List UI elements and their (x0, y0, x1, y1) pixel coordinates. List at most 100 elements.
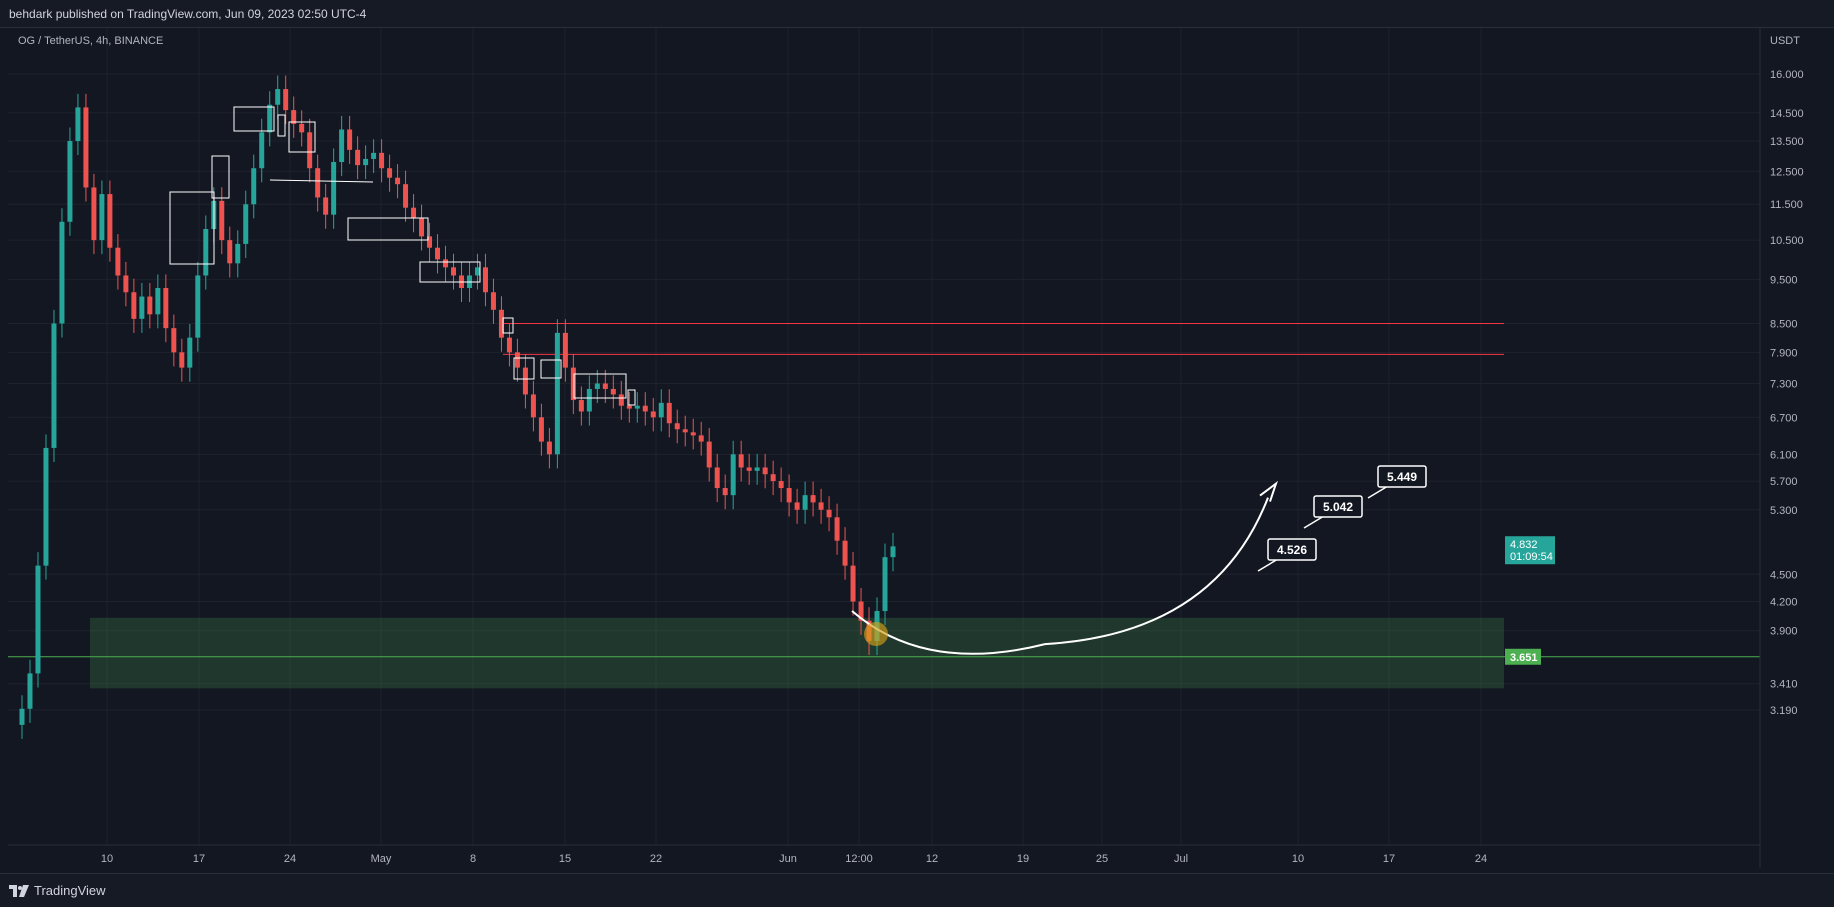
candle (522, 367, 528, 395)
publish-bar: behdark published on TradingView.com, Ju… (0, 0, 1834, 28)
y-tick-label: 11.500 (1770, 199, 1803, 211)
price-chart[interactable]: 4.526 5.042 5.449 USDT 16.000 14.500 13.500 1… (8, 28, 1834, 870)
candle (610, 388, 616, 395)
candle (203, 229, 209, 276)
candle (35, 565, 41, 674)
candle (443, 259, 449, 268)
order-block-box (419, 261, 481, 283)
order-block-box (573, 373, 627, 399)
candle (323, 197, 329, 215)
symbol-label[interactable]: OG / TetherUS, 4h, BINANCE (18, 35, 164, 47)
candle (746, 467, 752, 471)
candle (642, 405, 648, 412)
candle (387, 168, 393, 178)
candle (123, 275, 129, 293)
candle (706, 441, 712, 468)
order-block-box (233, 106, 275, 132)
target-callout[interactable] (1313, 495, 1363, 518)
candle (99, 194, 105, 241)
tradingview-logo[interactable]: TradingView (9, 883, 106, 898)
candle (275, 89, 281, 105)
candle (283, 89, 289, 111)
y-tick-label: 4.500 (1770, 569, 1798, 581)
target-callout[interactable] (1267, 538, 1317, 561)
y-tick-label: 12.500 (1770, 166, 1804, 178)
candle (530, 394, 536, 418)
target-label: 5.042 (1323, 500, 1353, 514)
candle (19, 708, 25, 725)
y-tick-label: 4.200 (1770, 597, 1798, 609)
candle (586, 388, 592, 412)
y-tick-label: 13.500 (1770, 136, 1804, 148)
candle (618, 394, 624, 406)
x-tick-label: 12:00 (845, 853, 873, 865)
candle (562, 332, 568, 368)
candle (546, 441, 552, 455)
candle (626, 405, 632, 409)
candle (850, 565, 856, 602)
y-tick-label: 10.500 (1770, 235, 1804, 247)
candle (179, 352, 185, 368)
annotation-boxes (169, 106, 636, 406)
y-tick-label: 7.900 (1770, 347, 1798, 359)
x-tick-label: 22 (650, 853, 662, 865)
target-pointer (1367, 485, 1389, 499)
candle (674, 423, 680, 430)
overlay-layer: 4.526 5.042 5.449 (851, 465, 1427, 655)
candle (51, 323, 57, 448)
target-label: 5.449 (1387, 470, 1417, 484)
order-block-box (513, 357, 535, 380)
candle (195, 275, 201, 338)
current-price-value: 4.832 (1510, 539, 1538, 551)
y-tick-label: 3.410 (1770, 679, 1798, 691)
candle (506, 337, 512, 353)
currency-label: USDT (1770, 35, 1800, 47)
order-block-box (211, 155, 230, 199)
grid-layer (8, 28, 1760, 845)
candle (83, 107, 89, 188)
candle (155, 287, 161, 315)
price-axis[interactable]: USDT 16.000 14.500 13.500 12.500 11.500 10.50… (1770, 35, 1804, 717)
candle (315, 168, 321, 198)
candle (43, 447, 49, 566)
x-tick-label: 10 (101, 853, 113, 865)
candle (482, 267, 488, 293)
candle (331, 162, 337, 215)
candle (91, 187, 97, 241)
candle-layer (19, 75, 896, 739)
candle (682, 429, 688, 433)
target-callout[interactable] (1377, 465, 1427, 488)
y-tick-label: 7.300 (1770, 378, 1798, 390)
support-price-tag (1505, 648, 1541, 665)
current-price-tag (1505, 536, 1555, 565)
candle (147, 296, 153, 315)
candle (395, 177, 401, 185)
candle (243, 204, 249, 244)
target-label: 4.526 (1277, 543, 1307, 557)
y-tick-label: 16.000 (1770, 69, 1804, 81)
candle (810, 495, 816, 503)
zone-layer (8, 322, 1760, 689)
x-tick-label: 24 (1475, 853, 1487, 865)
candle (219, 200, 225, 241)
x-tick-label: 15 (559, 853, 571, 865)
candle (578, 400, 584, 412)
y-tick-label: 9.500 (1770, 275, 1798, 287)
order-block-box (627, 389, 636, 406)
candle (75, 107, 81, 142)
x-tick-label: 12 (926, 853, 938, 865)
time-axis[interactable]: 10 17 24 May 8 15 22 Jun 12:00 12 19 25 Jul 10 17 24 (101, 853, 1487, 865)
candle (714, 467, 720, 489)
candle (658, 402, 664, 418)
candle (490, 292, 496, 310)
support-zone (90, 617, 1504, 689)
y-tick-label: 5.700 (1770, 476, 1798, 488)
candle (882, 557, 888, 612)
candle (291, 110, 297, 124)
chart-background (8, 28, 1834, 870)
candle (307, 132, 313, 169)
y-tick-label: 5.300 (1770, 505, 1798, 517)
candle (818, 502, 824, 510)
x-tick-label: 17 (1383, 853, 1395, 865)
